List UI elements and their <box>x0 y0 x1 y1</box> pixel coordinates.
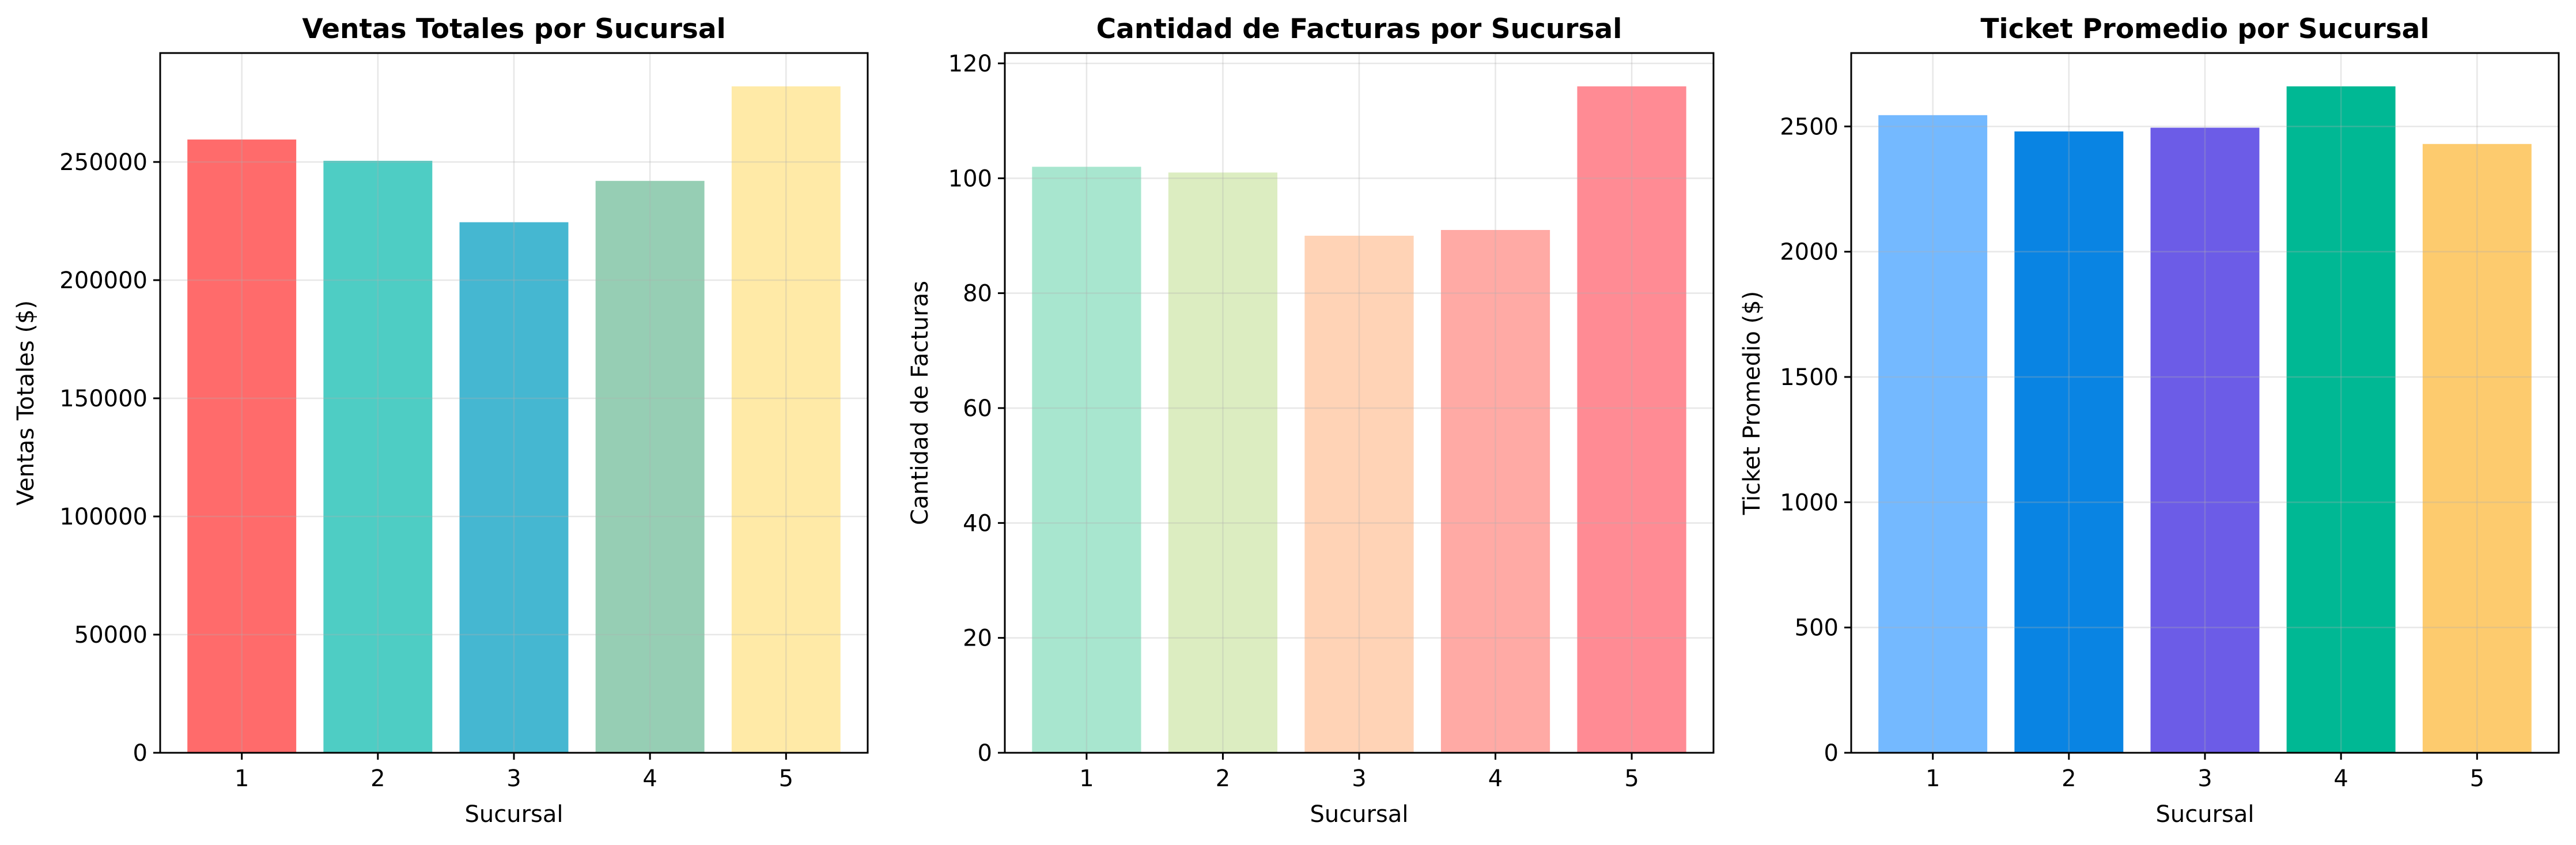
y-tick-label: 100000 <box>59 504 147 530</box>
chart-title: Cantidad de Facturas por Sucursal <box>1096 13 1622 45</box>
x-tick-label: 3 <box>1352 765 1366 792</box>
y-tick-label: 1500 <box>1780 364 1839 391</box>
x-tick-label: 1 <box>1079 765 1094 792</box>
y-tick-label: 100 <box>948 165 992 192</box>
y-tick-label: 2500 <box>1780 114 1839 140</box>
bar-1 <box>1878 115 1988 753</box>
bar-2 <box>323 160 433 753</box>
x-tick-label: 3 <box>2197 765 2212 792</box>
y-tick-label: 2000 <box>1780 239 1839 266</box>
chart-3: 0 500 1000 1500 2000 2500 1 2 3 4 5 Ticket Promedio… <box>1739 13 2560 828</box>
y-tick-label: 40 <box>963 510 992 537</box>
y-axis-label: Ticket Promedio ($) <box>1739 291 1765 515</box>
x-tick-label: 2 <box>1216 765 1230 792</box>
bar-4 <box>2286 86 2396 753</box>
chart-1: 0 50000 100000 150000 200000 250000 1 2 3 4 5 Venta… <box>13 13 869 828</box>
bar-2 <box>2014 131 2124 753</box>
y-tick-label: 0 <box>978 740 992 767</box>
chart-title: Ticket Promedio por Sucursal <box>1981 13 2430 45</box>
bar-5 <box>731 86 841 753</box>
y-tick-label: 500 <box>1795 615 1839 642</box>
y-tick-label: 200000 <box>59 267 147 294</box>
bar-3 <box>459 222 569 753</box>
y-axis-label: Ventas Totales ($) <box>13 300 39 506</box>
y-tick-label: 50000 <box>74 622 147 648</box>
y-tick-label: 80 <box>963 281 992 307</box>
bar-4 <box>595 180 705 753</box>
x-axis-label: Sucursal <box>2156 801 2255 828</box>
y-tick-label: 250000 <box>59 149 147 176</box>
bar-3 <box>2150 127 2260 753</box>
y-axis-label: Cantidad de Facturas <box>907 281 933 525</box>
y-tick-label: 120 <box>948 51 992 77</box>
y-tick-label: 150000 <box>59 386 147 412</box>
bar-2 <box>1168 172 1278 753</box>
x-tick-label: 5 <box>779 765 793 792</box>
y-tick-label: 0 <box>133 740 147 767</box>
y-tick-label: 1000 <box>1780 489 1839 516</box>
chart-2: 0 20 40 60 80 100 120 1 2 3 4 5 Cantidad de Facturas… <box>907 13 1715 828</box>
chart-title: Ventas Totales por Sucursal <box>302 13 725 45</box>
x-tick-label: 5 <box>2470 765 2484 792</box>
x-tick-label: 4 <box>2333 765 2348 792</box>
x-tick-label: 1 <box>234 765 249 792</box>
x-tick-label: 2 <box>2061 765 2076 792</box>
bar-1 <box>1032 167 1141 753</box>
bar-5 <box>2422 144 2532 753</box>
y-tick-label: 0 <box>1824 740 1839 767</box>
x-tick-label: 2 <box>370 765 385 792</box>
x-axis-label: Sucursal <box>1310 801 1409 828</box>
x-tick-label: 5 <box>1624 765 1639 792</box>
x-tick-label: 1 <box>1926 765 1940 792</box>
bar-4 <box>1440 229 1550 753</box>
bar-1 <box>187 139 297 753</box>
y-tick-label: 60 <box>963 395 992 422</box>
x-tick-label: 4 <box>642 765 657 792</box>
x-tick-label: 4 <box>1488 765 1503 792</box>
bar-5 <box>1577 86 1686 753</box>
x-axis-label: Sucursal <box>465 801 563 828</box>
bar-3 <box>1304 235 1414 753</box>
y-tick-label: 20 <box>963 625 992 652</box>
x-tick-label: 3 <box>506 765 521 792</box>
